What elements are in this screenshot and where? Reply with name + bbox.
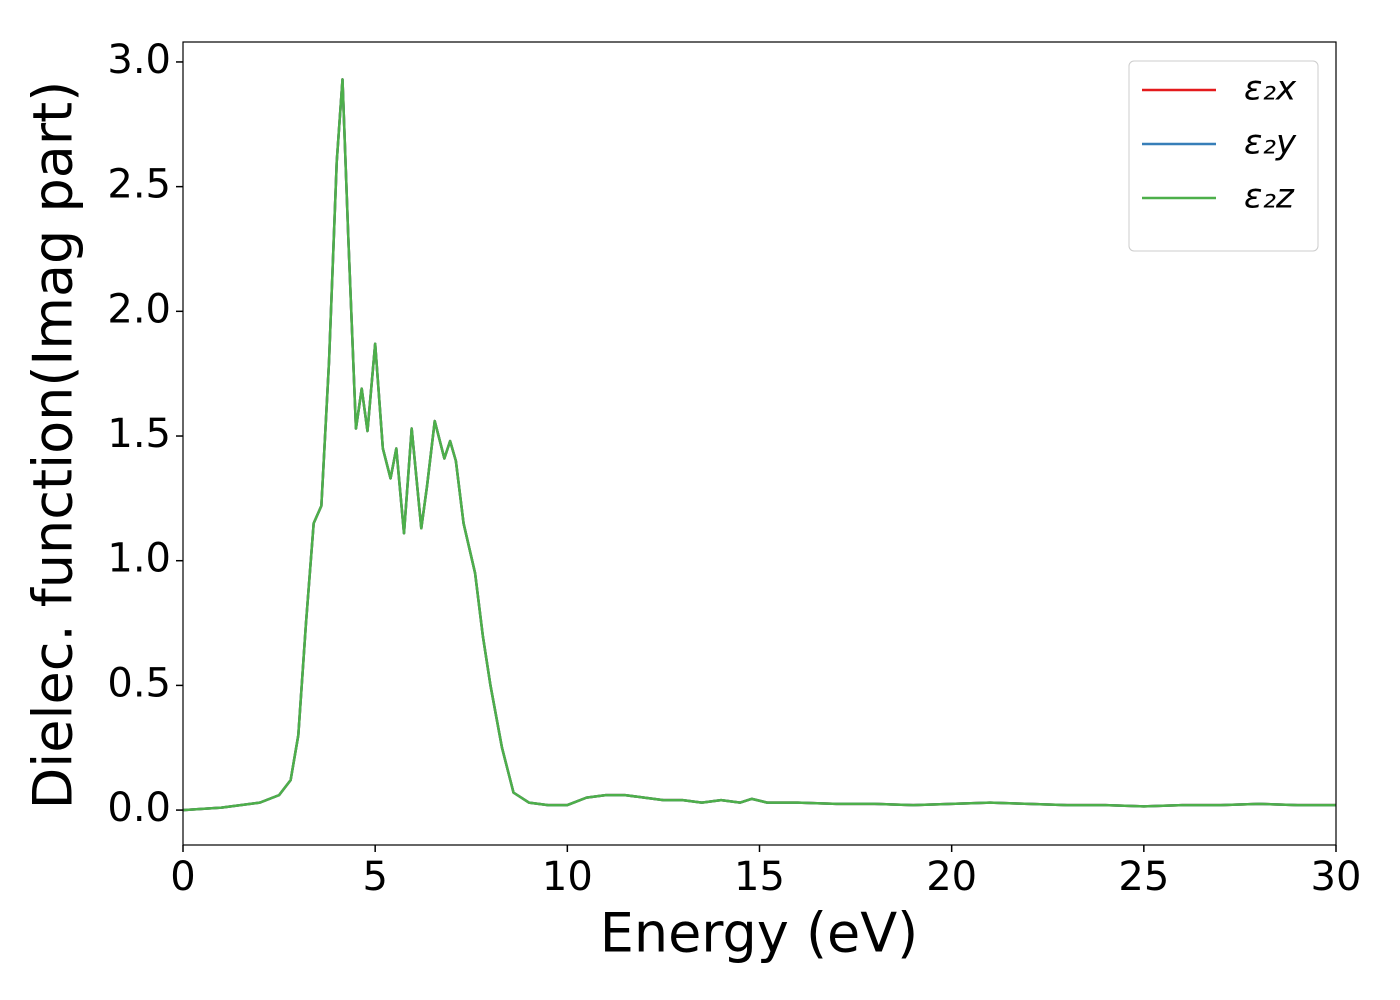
x-tick-label: 20: [926, 854, 977, 900]
x-axis-label: Energy (eV): [600, 902, 919, 965]
x-tick-label: 30: [1311, 854, 1362, 900]
y-tick-label: 3.0: [107, 37, 171, 83]
legend: ε₂x ε₂y ε₂z: [1128, 60, 1319, 252]
x-tick-label: 15: [734, 854, 785, 900]
legend-box: [1128, 60, 1319, 252]
x-tick-label: 25: [1118, 854, 1169, 900]
y-tick-label: 0.0: [107, 785, 171, 831]
legend-label: ε₂z: [1244, 177, 1295, 217]
y-tick-label: 1.5: [107, 411, 171, 457]
y-tick-label: 2.0: [107, 286, 171, 332]
x-tick-label: 10: [542, 854, 593, 900]
legend-label: ε₂y: [1244, 123, 1297, 163]
plot-frame: [182, 41, 1337, 846]
x-tick-label: 0: [170, 854, 195, 900]
y-tick-label: 1.0: [107, 536, 171, 582]
y-tick-label: 2.5: [107, 162, 171, 208]
x-tick-label: 5: [362, 854, 387, 900]
series-line: [182, 78, 1336, 812]
legend-label: ε₂x: [1244, 69, 1297, 109]
y-tick-label: 0.5: [107, 660, 171, 706]
y-axis-label: Dielec. function(Imag part): [22, 81, 85, 810]
